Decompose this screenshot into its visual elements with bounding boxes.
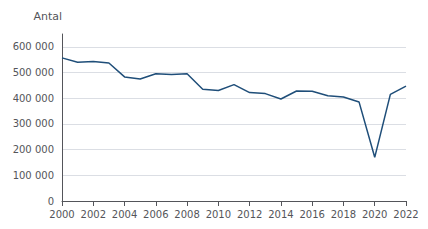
svg-text:2012: 2012 bbox=[237, 209, 262, 220]
svg-text:2006: 2006 bbox=[143, 209, 168, 220]
svg-text:100 000: 100 000 bbox=[13, 170, 54, 181]
svg-text:600 000: 600 000 bbox=[13, 41, 54, 52]
svg-text:2004: 2004 bbox=[112, 209, 137, 220]
svg-text:0: 0 bbox=[48, 196, 54, 207]
svg-text:2018: 2018 bbox=[331, 209, 356, 220]
svg-text:400 000: 400 000 bbox=[13, 93, 54, 104]
svg-text:2014: 2014 bbox=[268, 209, 293, 220]
svg-text:2020: 2020 bbox=[362, 209, 387, 220]
svg-text:2002: 2002 bbox=[81, 209, 106, 220]
svg-text:500 000: 500 000 bbox=[13, 67, 54, 78]
svg-text:300 000: 300 000 bbox=[13, 118, 54, 129]
svg-text:2022: 2022 bbox=[393, 209, 418, 220]
svg-text:2016: 2016 bbox=[299, 209, 324, 220]
svg-text:200 000: 200 000 bbox=[13, 144, 54, 155]
svg-text:2008: 2008 bbox=[174, 209, 199, 220]
svg-text:2000: 2000 bbox=[49, 209, 74, 220]
svg-text:2010: 2010 bbox=[206, 209, 231, 220]
svg-text:Antal: Antal bbox=[33, 10, 62, 23]
